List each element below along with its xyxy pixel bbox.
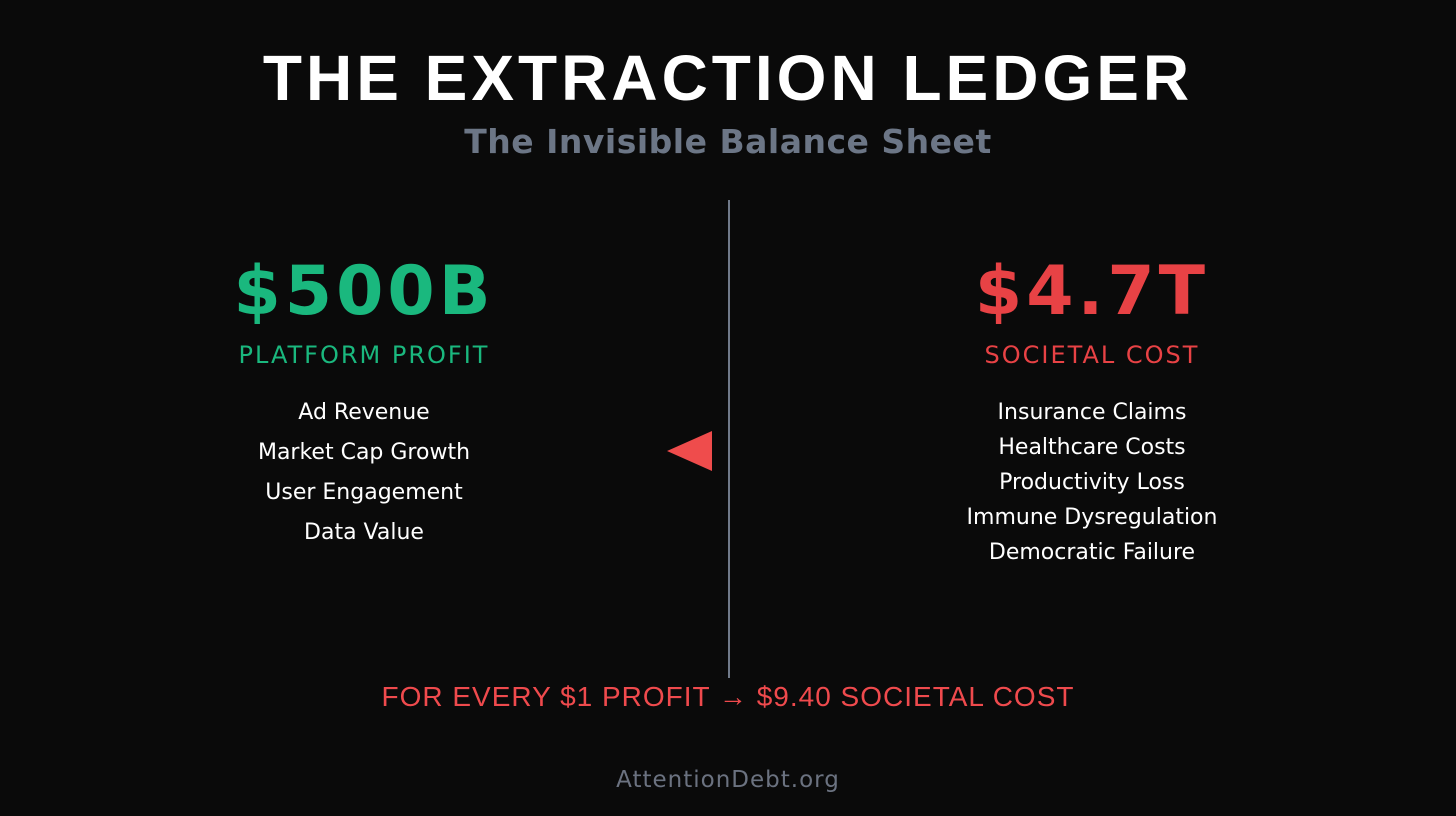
profit-item-list: Ad Revenue Market Cap Growth User Engage… xyxy=(0,393,728,553)
list-item: Healthcare Costs xyxy=(998,435,1186,460)
center-divider-line xyxy=(728,200,730,678)
cost-label: SOCIETAL COST xyxy=(984,341,1200,369)
list-item: Market Cap Growth xyxy=(257,440,471,465)
list-item: Ad Revenue xyxy=(298,400,430,425)
profit-label: PLATFORM PROFIT xyxy=(238,341,490,369)
list-item: Immune Dysregulation xyxy=(966,505,1218,530)
page-title: THE EXTRACTION LEDGER xyxy=(262,42,1194,114)
list-item: Democratic Failure xyxy=(988,540,1196,565)
list-item: User Engagement xyxy=(265,480,463,505)
footer-site-name: AttentionDebt.org xyxy=(616,767,840,793)
page-subtitle: The Invisible Balance Sheet xyxy=(464,122,992,161)
profit-amount: $500B xyxy=(233,252,495,331)
list-item: Productivity Loss xyxy=(999,470,1185,495)
list-item: Insurance Claims xyxy=(997,400,1187,425)
left-pointing-triangle-icon xyxy=(667,431,712,471)
ratio-statement: FOR EVERY $1 PROFIT → $9.40 SOCIETAL COS… xyxy=(381,681,1075,712)
cost-amount: $4.7T xyxy=(974,252,1210,331)
cost-item-list: Insurance Claims Healthcare Costs Produc… xyxy=(728,395,1456,570)
list-item: Data Value xyxy=(304,520,424,545)
